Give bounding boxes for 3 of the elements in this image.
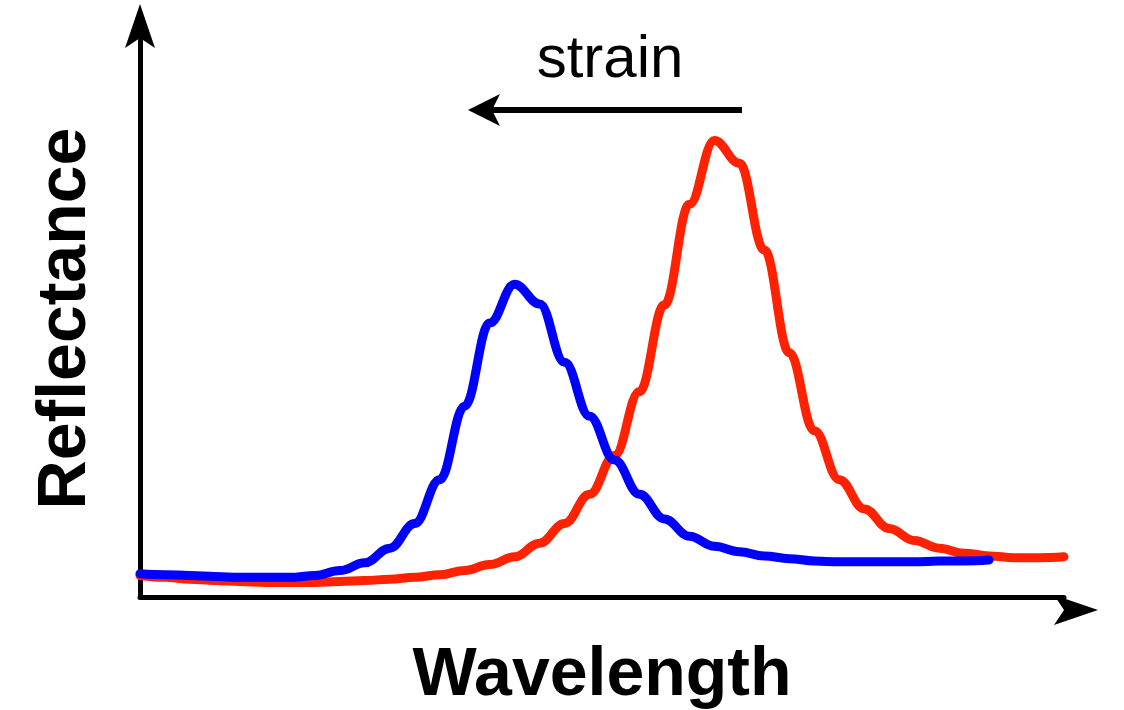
y-axis-title: Reflectance [23, 127, 99, 510]
text: strain [535, 22, 685, 91]
x-axis-title: Wavelength [412, 633, 792, 709]
